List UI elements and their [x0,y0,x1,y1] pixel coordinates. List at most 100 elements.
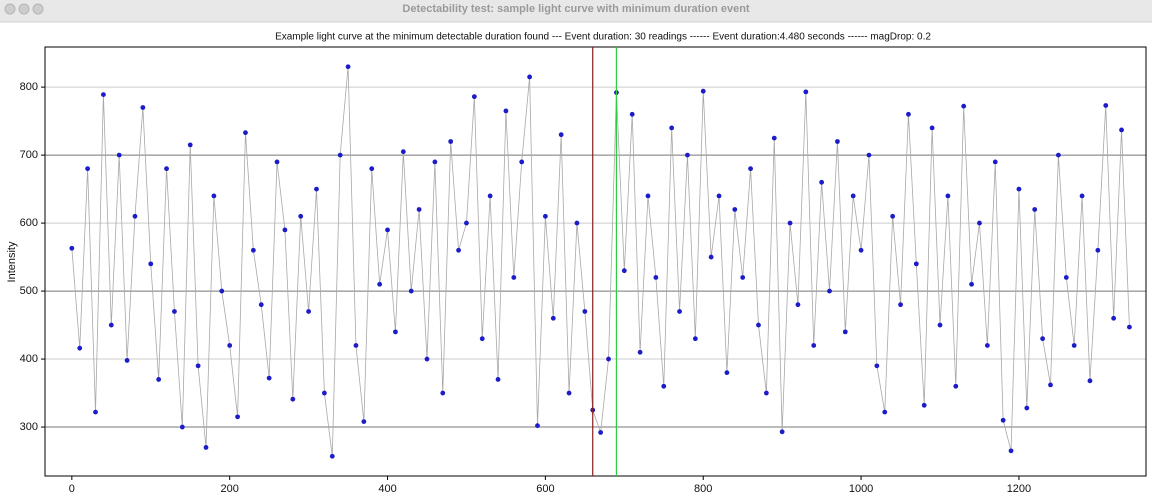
data-point [329,453,335,459]
window-title: Detectability test: sample light curve w… [402,3,750,15]
data-point [124,358,130,363]
data-point [992,159,998,165]
x-tick-label: 1000 [849,483,873,495]
data-point [440,390,446,396]
data-point [685,152,690,158]
data-point [921,402,927,408]
data-point [1048,382,1053,388]
zoom-button[interactable] [32,3,44,15]
data-point [748,166,753,172]
data-point [211,193,217,199]
data-point [1016,186,1022,192]
data-point [1040,336,1046,342]
data-point [527,74,532,80]
data-point [377,281,383,287]
close-button[interactable] [4,3,16,15]
data-point [1008,448,1014,454]
data-point [645,193,651,199]
data-point [803,89,809,95]
data-point [629,111,635,117]
data-point [306,309,312,314]
data-point [692,336,698,342]
data-point [69,245,75,251]
data-point [977,220,982,226]
data-point [535,423,540,429]
data-point [913,261,919,267]
data-point [1119,127,1124,133]
data-point [637,349,643,355]
data-point [716,193,722,199]
data-point [235,414,240,420]
data-point [677,309,682,314]
data-point [558,132,564,138]
data-point [763,390,769,396]
data-point [1103,103,1109,108]
data-point [282,227,288,233]
data-point [1071,343,1077,348]
data-point [179,424,185,430]
minimize-button[interactable] [18,3,30,15]
data-point [416,207,422,212]
data-point [898,302,903,308]
data-point [779,429,785,435]
data-point [1127,324,1132,330]
y-axis-label: Intensity [6,241,18,282]
data-point [400,149,406,155]
data-point [266,375,272,381]
data-point [1095,247,1101,253]
data-point [1079,193,1085,199]
data-point [227,343,233,348]
data-point [314,186,319,192]
data-point [961,103,967,109]
data-point [369,166,375,172]
data-point [85,166,91,172]
data-point [479,336,485,342]
data-point [740,275,746,280]
data-point [203,445,209,450]
data-point [929,125,935,131]
data-point [298,213,304,219]
data-point [598,430,604,435]
data-point [582,309,588,314]
data-point [487,193,493,199]
data-point [819,179,825,185]
data-point [385,227,390,233]
data-point [345,64,351,70]
data-point [756,322,761,328]
data-point [842,329,848,335]
data-point [503,108,509,114]
data-point [771,135,777,141]
data-point [140,105,146,110]
data-point [606,356,611,362]
data-point [953,383,959,389]
chart-title: Example light curve at the minimum detec… [275,32,931,43]
data-point [708,254,714,260]
data-point [724,370,730,376]
y-tick-label: 700 [20,149,38,161]
data-point [874,363,880,369]
data-point [432,159,438,165]
data-point [669,125,675,131]
data-point [116,152,122,158]
x-tick-label: 200 [221,483,239,495]
data-point [1024,405,1030,411]
data-point [172,309,177,314]
data-point [93,409,98,415]
data-point [495,377,501,382]
data-point [1087,378,1093,384]
data-point [866,152,872,158]
y-tick-label: 800 [20,81,38,93]
data-point [542,213,548,219]
data-point [890,213,896,219]
data-point [574,220,580,226]
data-point [219,288,225,294]
data-point [1055,152,1061,158]
x-tick-label: 800 [694,483,712,495]
data-point [101,92,106,97]
x-tick-label: 1200 [1007,483,1031,495]
data-point [937,322,943,328]
data-point [827,288,832,294]
plot-frame [44,46,1147,477]
data-point [850,193,856,199]
